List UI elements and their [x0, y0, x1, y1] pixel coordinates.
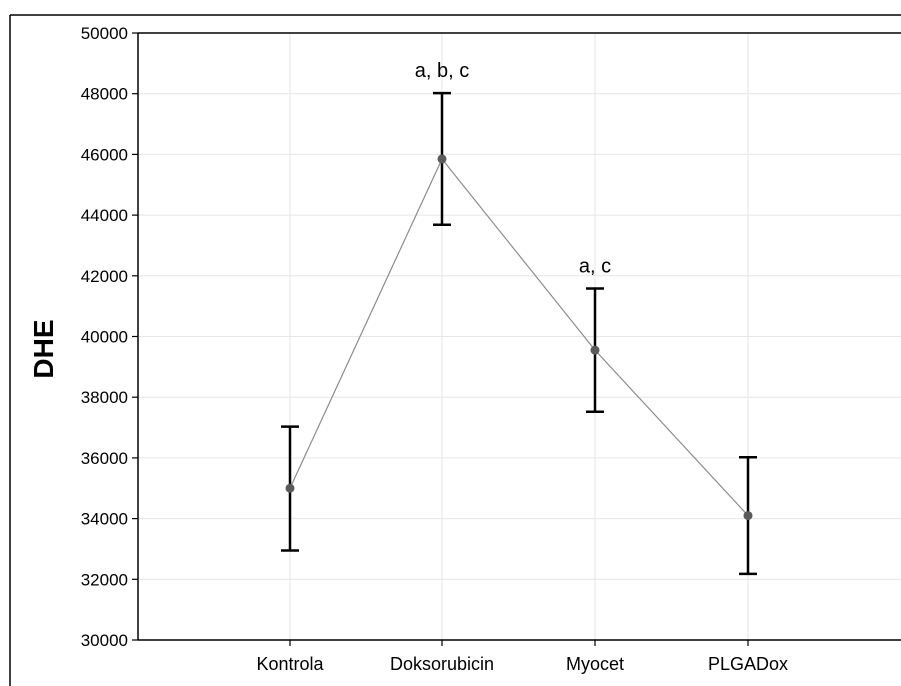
y-axis-label: DHE: [28, 319, 59, 378]
y-tick-label: 34000: [81, 510, 128, 529]
x-tick-label: Kontrola: [256, 654, 324, 674]
y-tick-label: 36000: [81, 449, 128, 468]
y-tick-label: 48000: [81, 85, 128, 104]
y-tick-label: 46000: [81, 145, 128, 164]
y-tick-label: 50000: [81, 24, 128, 43]
x-ticks: Kontrola Doksorubicin Myocet PLGADox: [256, 640, 788, 674]
error-bars: [281, 91, 757, 576]
annotations: a, b, c a, c: [415, 60, 611, 277]
data-point: [590, 345, 600, 355]
y-tick-label: 30000: [81, 631, 128, 650]
y-tick-label: 38000: [81, 388, 128, 407]
x-tick-label: Doksorubicin: [390, 654, 494, 674]
y-tick-label: 32000: [81, 570, 128, 589]
y-tick-label: 42000: [81, 267, 128, 286]
y-tick-label: 40000: [81, 328, 128, 347]
outer-border: [9, 14, 901, 686]
x-tick-label: Myocet: [566, 654, 624, 674]
series: [289, 157, 749, 516]
points: [285, 154, 753, 521]
grid: [138, 32, 901, 640]
series-line: [289, 157, 749, 516]
data-point: [437, 154, 447, 164]
data-point: [285, 483, 295, 493]
y-tick-label: 44000: [81, 206, 128, 225]
significance-annotation: a, b, c: [415, 60, 469, 82]
x-tick-label: PLGADox: [708, 654, 788, 674]
significance-annotation: a, c: [579, 256, 611, 278]
y-ticks: 30000 32000 34000 36000 38000 40000 42000 44000…: [81, 24, 138, 650]
data-point: [743, 511, 753, 521]
